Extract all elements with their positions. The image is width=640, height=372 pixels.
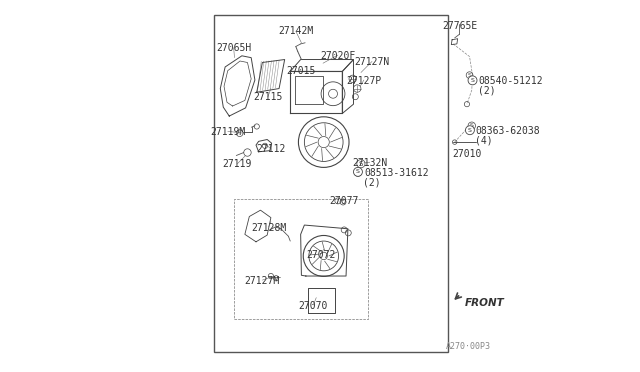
Text: (4): (4) (476, 136, 493, 145)
Text: 27119: 27119 (223, 160, 252, 169)
Text: 27142M: 27142M (278, 26, 314, 35)
Text: 27072: 27072 (306, 250, 335, 260)
Text: S: S (470, 123, 474, 128)
Text: (2): (2) (364, 177, 381, 187)
Text: 27115: 27115 (253, 93, 283, 102)
Text: 27065H: 27065H (216, 44, 252, 53)
Text: 27127P: 27127P (346, 76, 381, 86)
Text: 27128M: 27128M (251, 223, 286, 232)
Text: FRONT: FRONT (465, 298, 504, 308)
Text: S: S (468, 73, 472, 78)
Text: 27765E: 27765E (442, 21, 477, 31)
Text: A270·00P3: A270·00P3 (445, 342, 490, 351)
Circle shape (465, 126, 474, 135)
Text: 27010: 27010 (452, 150, 482, 159)
Text: 27077: 27077 (330, 196, 359, 206)
Circle shape (353, 167, 362, 176)
Text: 27015: 27015 (286, 67, 316, 76)
Text: S: S (356, 169, 360, 174)
Text: 27127N: 27127N (355, 57, 390, 67)
Text: (2): (2) (478, 86, 495, 96)
Text: S: S (468, 128, 472, 133)
Text: 27070: 27070 (299, 301, 328, 311)
Text: S: S (470, 78, 474, 83)
Text: 27119M: 27119M (210, 127, 245, 137)
Text: 08513-31612: 08513-31612 (364, 168, 429, 177)
Bar (214, 15, 449, 352)
Text: 08540-51212: 08540-51212 (479, 76, 543, 86)
Text: 27127M: 27127M (244, 276, 280, 286)
Text: S: S (359, 161, 363, 167)
Text: S: S (356, 170, 360, 175)
Text: 27020F: 27020F (320, 51, 355, 61)
Text: 27112: 27112 (256, 144, 285, 154)
Circle shape (468, 76, 477, 85)
Text: 08363-62038: 08363-62038 (476, 126, 541, 136)
Text: 27132N: 27132N (352, 158, 387, 168)
